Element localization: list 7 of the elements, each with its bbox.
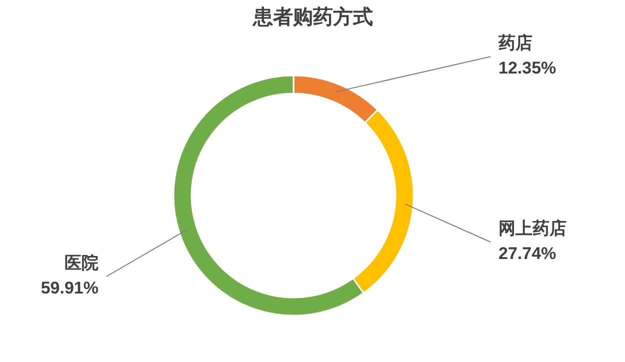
slice-label: 医院 xyxy=(64,253,98,272)
chart-title: 患者购药方式 xyxy=(252,6,373,28)
data-label: 27.74% xyxy=(498,244,556,263)
data-label: 59.91% xyxy=(40,278,99,298)
slice-label: 药店 xyxy=(498,34,532,53)
slice-label: 网上药店 xyxy=(498,218,566,238)
data-label: 12.35% xyxy=(498,58,556,78)
